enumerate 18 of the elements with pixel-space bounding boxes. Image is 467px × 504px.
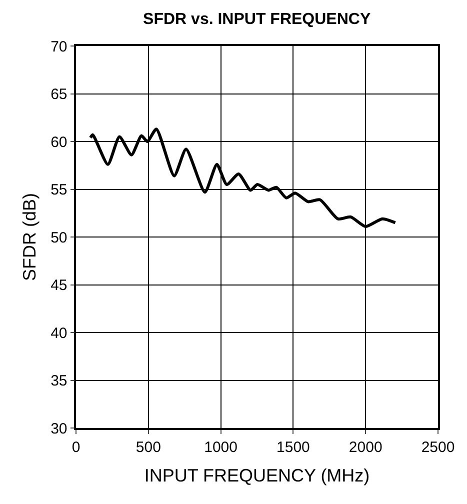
y-axis-title: SFDR (dB): [19, 192, 40, 282]
x-tick-label: 0: [72, 438, 80, 456]
y-tick-label: 50: [50, 229, 68, 246]
x-tick-label: 1500: [276, 438, 310, 456]
x-tick-label: 2000: [348, 438, 382, 456]
x-tick-label: 500: [136, 438, 161, 456]
y-tick-label: 70: [50, 38, 68, 56]
x-tick-label: 1000: [204, 438, 238, 456]
y-tick-label: 40: [50, 324, 68, 342]
y-tick-label: 35: [50, 372, 68, 390]
x-tick-label: 2500: [421, 438, 455, 456]
x-axis-title: INPUT FREQUENCY (MHz): [144, 465, 370, 486]
chart-title: SFDR vs. INPUT FREQUENCY: [143, 10, 371, 28]
y-tick-label: 60: [50, 134, 68, 151]
y-tick-label: 65: [50, 86, 68, 103]
y-tick-label: 45: [50, 277, 68, 294]
y-tick-label: 55: [50, 182, 68, 198]
y-tick-label: 30: [50, 420, 68, 438]
